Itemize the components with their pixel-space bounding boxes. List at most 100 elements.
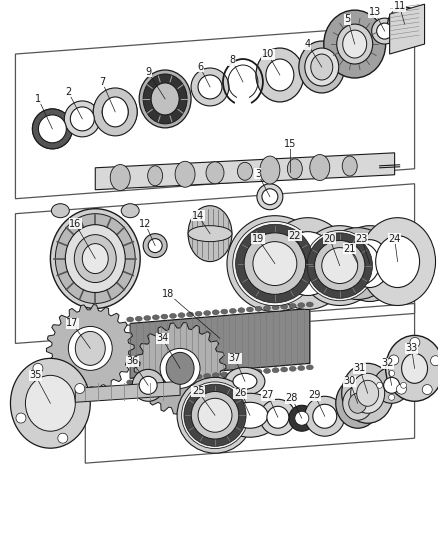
Ellipse shape <box>51 204 69 217</box>
Ellipse shape <box>204 374 211 378</box>
Circle shape <box>236 224 314 303</box>
Ellipse shape <box>121 204 139 217</box>
Circle shape <box>322 228 394 300</box>
Circle shape <box>148 239 162 253</box>
Ellipse shape <box>289 303 296 309</box>
Ellipse shape <box>306 365 313 370</box>
Ellipse shape <box>305 48 339 86</box>
Ellipse shape <box>110 165 130 190</box>
Ellipse shape <box>139 70 191 128</box>
Ellipse shape <box>266 59 294 91</box>
Ellipse shape <box>152 378 159 383</box>
Ellipse shape <box>161 314 168 319</box>
Ellipse shape <box>237 163 252 180</box>
Circle shape <box>32 109 72 149</box>
Ellipse shape <box>360 217 435 305</box>
Circle shape <box>396 384 406 394</box>
Circle shape <box>198 398 232 432</box>
Ellipse shape <box>175 161 195 187</box>
Text: 5: 5 <box>345 14 351 24</box>
Circle shape <box>313 404 337 428</box>
Ellipse shape <box>170 376 177 381</box>
Ellipse shape <box>127 380 134 385</box>
Circle shape <box>182 382 248 449</box>
Ellipse shape <box>298 303 305 308</box>
Polygon shape <box>390 4 424 54</box>
Polygon shape <box>46 304 134 392</box>
Text: 31: 31 <box>353 364 366 373</box>
Circle shape <box>198 75 222 99</box>
Ellipse shape <box>206 162 224 184</box>
Ellipse shape <box>25 375 75 431</box>
Circle shape <box>260 399 296 435</box>
Circle shape <box>16 413 26 423</box>
Circle shape <box>267 406 289 428</box>
Text: 6: 6 <box>197 62 203 72</box>
Text: 12: 12 <box>139 219 152 229</box>
Circle shape <box>389 355 399 365</box>
Text: 1: 1 <box>35 94 42 104</box>
Text: 29: 29 <box>309 390 321 400</box>
Text: 33: 33 <box>406 343 418 353</box>
Text: 28: 28 <box>286 393 298 403</box>
Ellipse shape <box>135 379 142 384</box>
Ellipse shape <box>238 370 245 376</box>
Circle shape <box>307 233 372 298</box>
Ellipse shape <box>82 244 108 273</box>
Ellipse shape <box>342 156 357 176</box>
Ellipse shape <box>144 378 151 383</box>
Ellipse shape <box>281 367 288 372</box>
Ellipse shape <box>357 381 379 406</box>
Text: 16: 16 <box>69 219 81 229</box>
Ellipse shape <box>127 317 134 322</box>
Circle shape <box>394 13 416 35</box>
Ellipse shape <box>306 302 313 307</box>
Ellipse shape <box>298 366 305 370</box>
Circle shape <box>377 382 383 389</box>
Circle shape <box>322 248 358 284</box>
Ellipse shape <box>266 217 350 310</box>
Circle shape <box>431 356 438 366</box>
Circle shape <box>314 240 365 290</box>
Text: 15: 15 <box>284 139 296 149</box>
Circle shape <box>389 370 395 376</box>
Ellipse shape <box>289 366 296 372</box>
Text: 20: 20 <box>324 233 336 244</box>
Text: 9: 9 <box>145 67 151 77</box>
Ellipse shape <box>204 311 211 316</box>
Circle shape <box>75 384 85 393</box>
Ellipse shape <box>350 240 390 287</box>
Circle shape <box>262 189 278 205</box>
Ellipse shape <box>188 225 232 241</box>
Ellipse shape <box>247 307 254 312</box>
Ellipse shape <box>187 375 194 380</box>
Ellipse shape <box>342 364 394 423</box>
Circle shape <box>68 326 112 370</box>
Circle shape <box>244 233 306 294</box>
Text: 26: 26 <box>234 389 246 398</box>
Ellipse shape <box>178 313 185 318</box>
Ellipse shape <box>247 370 254 375</box>
Circle shape <box>227 216 323 311</box>
Circle shape <box>388 7 421 41</box>
Ellipse shape <box>221 372 228 377</box>
Text: 32: 32 <box>381 358 394 368</box>
Circle shape <box>304 230 375 301</box>
Ellipse shape <box>310 155 330 181</box>
Ellipse shape <box>232 402 268 428</box>
Ellipse shape <box>166 352 194 384</box>
Ellipse shape <box>221 309 228 314</box>
Ellipse shape <box>402 353 427 383</box>
Ellipse shape <box>11 358 90 448</box>
Circle shape <box>389 394 395 400</box>
Ellipse shape <box>188 206 232 262</box>
Ellipse shape <box>324 10 385 78</box>
Ellipse shape <box>343 30 367 58</box>
Ellipse shape <box>74 235 116 282</box>
Ellipse shape <box>65 225 125 293</box>
Ellipse shape <box>264 368 271 374</box>
Ellipse shape <box>287 159 302 179</box>
Text: 37: 37 <box>229 353 241 364</box>
Ellipse shape <box>151 83 179 115</box>
Circle shape <box>401 382 406 389</box>
